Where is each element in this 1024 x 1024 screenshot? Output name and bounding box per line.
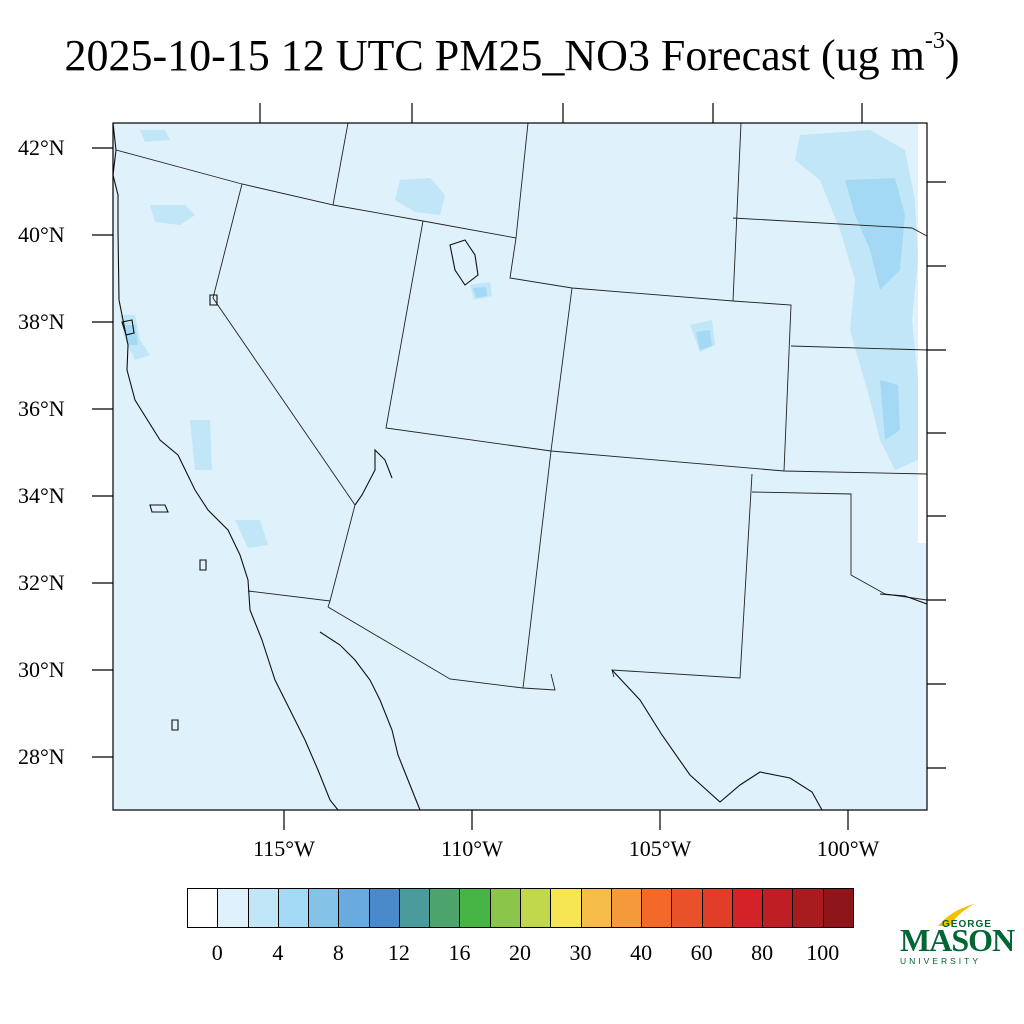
- colorbar-box: [641, 888, 673, 928]
- colorbar-box: [277, 888, 310, 928]
- lat-label-38: 38°N: [18, 309, 65, 334]
- colorbar-box: [762, 888, 794, 928]
- colorbar-label: 16: [448, 940, 471, 965]
- lat-label-42: 42°N: [18, 135, 65, 160]
- colorbar-label: 60: [690, 940, 713, 965]
- colorbar-box: [610, 888, 643, 928]
- lat-label-34: 34°N: [18, 483, 65, 508]
- state-boundaries: [115, 122, 928, 691]
- tick-marks: [92, 103, 946, 830]
- colorbar-box: [792, 888, 824, 928]
- colorbar-label: 30: [569, 940, 592, 965]
- forecast-map: [92, 103, 946, 830]
- lat-label-30: 30°N: [18, 657, 65, 682]
- colorbar-label: 0: [211, 940, 223, 965]
- map-background: [113, 123, 927, 810]
- colorbar-box: [187, 888, 219, 928]
- colorbar-label: 40: [630, 940, 653, 965]
- colorbar-box: [701, 888, 733, 928]
- colorbar-box: [671, 888, 703, 928]
- colorbar-box: [429, 888, 461, 928]
- logo-mason: MASON: [900, 922, 1015, 958]
- concentration-patches-darker: [125, 178, 905, 440]
- colorbar-box: [338, 888, 370, 928]
- lon-label-110: 110°W: [441, 836, 503, 861]
- colorbar-box: [550, 888, 582, 928]
- lat-label-36: 36°N: [18, 396, 65, 421]
- lat-label-32: 32°N: [18, 570, 65, 595]
- colorbar-label: 20: [509, 940, 531, 965]
- logo-george: GEORGE: [942, 919, 992, 930]
- colorbar-label: 8: [332, 940, 344, 965]
- colorbar-box: [368, 888, 400, 928]
- colorbar-label: 80: [751, 940, 774, 965]
- colorbar-label: 4: [272, 940, 284, 965]
- coastlines: [112, 122, 928, 811]
- logo-flame-icon: [938, 904, 974, 926]
- lat-label-40: 40°N: [18, 222, 65, 247]
- map-title: 2025-10-15 12 UTC PM25_NO3 Forecast (ug …: [64, 28, 960, 80]
- colorbar-label: 100: [806, 940, 840, 965]
- colorbar-box: [247, 888, 279, 928]
- colorbar-label: 12: [387, 940, 410, 965]
- lon-label-105: 105°W: [628, 836, 692, 861]
- map-frame: [112, 122, 928, 811]
- colorbar-box: [489, 888, 521, 928]
- title-exponent: -3: [924, 28, 945, 54]
- colorbar-box: [398, 888, 431, 928]
- gmu-logo: GEORGE MASON UNIVERSITY: [898, 900, 1015, 970]
- lon-label-100: 100°W: [816, 836, 880, 861]
- colorbar-box: [822, 888, 854, 928]
- colorbar-box: [731, 888, 764, 928]
- lon-label-115: 115°W: [253, 836, 315, 861]
- logo-university: UNIVERSITY: [900, 956, 982, 966]
- lat-label-28: 28°N: [18, 744, 65, 769]
- colorbar-box: [520, 888, 552, 928]
- colorbar-box: [459, 888, 491, 928]
- missing-data-strip: [918, 123, 927, 543]
- colorbar-box: [217, 888, 249, 928]
- colorbar-box: [580, 888, 612, 928]
- colorbar: [187, 888, 854, 930]
- colorbar-box: [308, 888, 340, 928]
